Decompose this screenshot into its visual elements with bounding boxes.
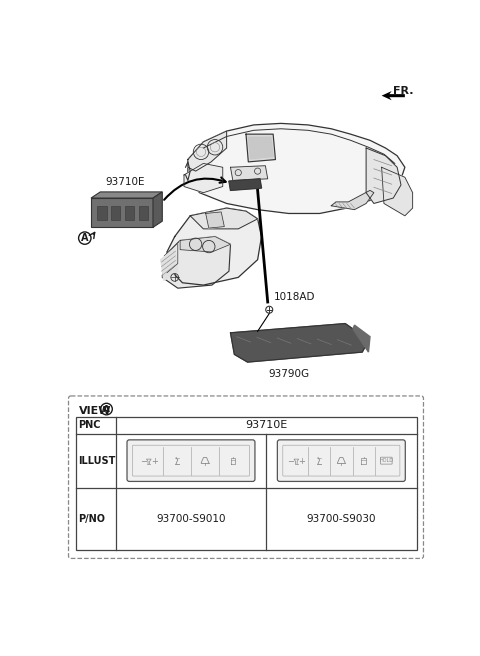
Text: PNC: PNC xyxy=(79,420,101,430)
Bar xyxy=(97,206,107,220)
Polygon shape xyxy=(246,134,276,162)
Polygon shape xyxy=(331,190,374,210)
Text: +: + xyxy=(151,457,157,466)
Text: A: A xyxy=(103,405,110,413)
Text: FR.: FR. xyxy=(393,87,414,96)
Polygon shape xyxy=(188,131,227,171)
Polygon shape xyxy=(161,248,178,281)
Text: P/NO: P/NO xyxy=(79,514,106,523)
Text: 93790G: 93790G xyxy=(268,369,309,379)
Polygon shape xyxy=(184,163,223,193)
Polygon shape xyxy=(230,166,268,180)
Text: 93710E: 93710E xyxy=(245,420,287,430)
Polygon shape xyxy=(167,208,262,285)
Bar xyxy=(111,206,120,220)
Bar xyxy=(75,417,417,550)
Polygon shape xyxy=(188,123,405,213)
Polygon shape xyxy=(190,208,258,229)
Polygon shape xyxy=(229,179,262,190)
Polygon shape xyxy=(153,192,162,228)
Text: VIEW: VIEW xyxy=(79,406,111,416)
Polygon shape xyxy=(206,212,224,228)
Polygon shape xyxy=(230,323,369,362)
FancyBboxPatch shape xyxy=(91,198,153,228)
Text: −: − xyxy=(140,457,147,466)
Polygon shape xyxy=(353,325,370,352)
FancyBboxPatch shape xyxy=(127,440,255,482)
Text: +: + xyxy=(299,457,305,466)
Text: ILLUST: ILLUST xyxy=(79,456,116,466)
FancyBboxPatch shape xyxy=(69,396,423,558)
Polygon shape xyxy=(91,192,162,198)
Bar xyxy=(125,206,134,220)
Polygon shape xyxy=(366,148,401,203)
Text: A: A xyxy=(81,233,88,243)
FancyBboxPatch shape xyxy=(277,440,405,482)
Text: HOLD: HOLD xyxy=(379,458,393,463)
Polygon shape xyxy=(382,91,405,100)
Polygon shape xyxy=(382,167,413,216)
Polygon shape xyxy=(248,137,273,159)
Text: 93710E: 93710E xyxy=(105,177,145,188)
Polygon shape xyxy=(162,237,230,288)
Text: 93700-S9010: 93700-S9010 xyxy=(156,514,226,523)
Polygon shape xyxy=(180,237,230,252)
Text: −: − xyxy=(288,457,294,466)
Bar xyxy=(139,206,148,220)
Text: 93700-S9030: 93700-S9030 xyxy=(307,514,376,523)
Text: 1018AD: 1018AD xyxy=(274,292,315,302)
